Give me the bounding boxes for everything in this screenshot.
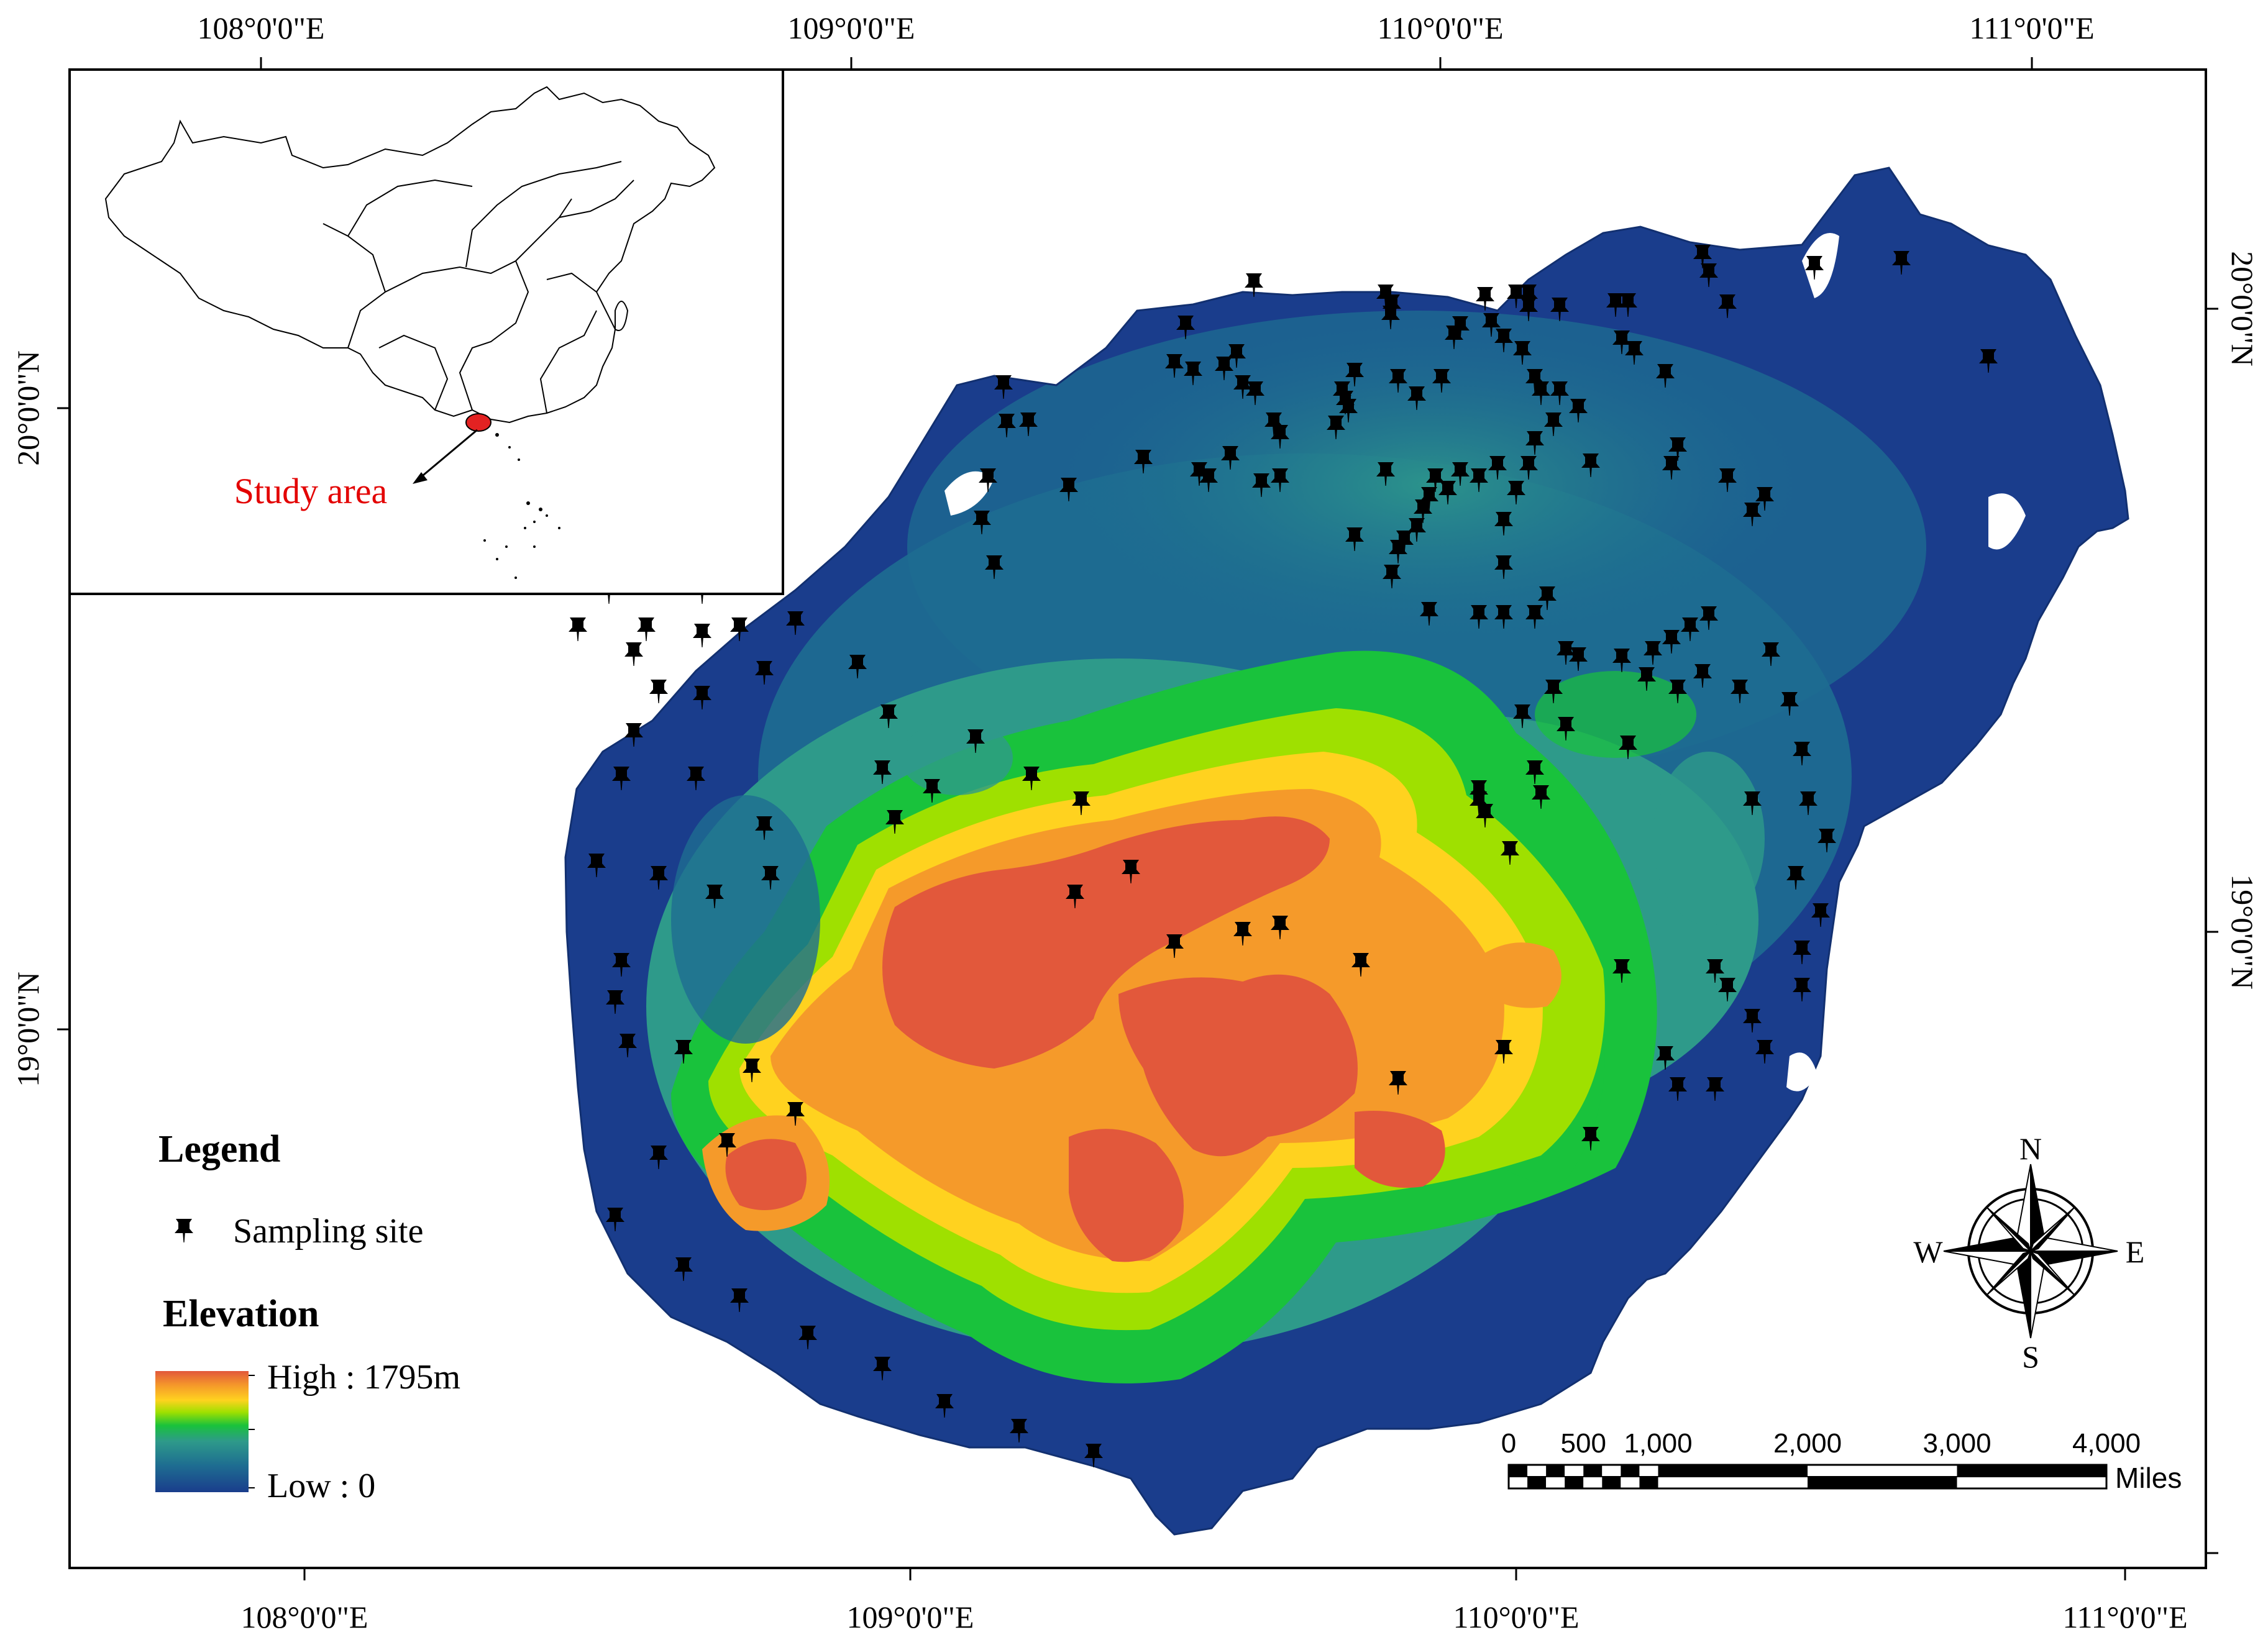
top-label-108: 108°0'0"E [198,11,325,45]
scale-bar-segment [1658,1477,1808,1488]
scale-bar-tick-label: 1,000 [1624,1428,1692,1459]
compass-e: E [2126,1234,2145,1269]
scale-bar: 0 500 1,000 2,000 3,000 4,000 Miles [1501,1428,2182,1494]
scale-bar-segment [1808,1477,1957,1488]
scale-bar-segment [1621,1477,1640,1488]
scale-bar-segment [1957,1477,2106,1488]
left-label-20: 20°0'0"N [11,350,45,466]
legend-pin-icon [175,1219,193,1242]
scale-bar-tick-label: 3,000 [1923,1428,1991,1459]
bottom-label-110: 110°0'0"E [1453,1600,1579,1634]
island-elevation [564,166,2129,1536]
left-label-19: 19°0'0"N [11,972,45,1087]
scale-bar-segment [1509,1477,1528,1488]
top-label-110: 110°0'0"E [1377,11,1503,45]
scale-bar-tick-label: 2,000 [1773,1428,1842,1459]
scale-bar-segment [1602,1477,1621,1488]
study-area-label: Study area [234,471,387,511]
sampling-site-pin [624,642,643,666]
bottom-label-109: 109°0'0"E [847,1600,974,1634]
legend-high-label: High : 1795m [267,1358,460,1397]
scale-bar-segment [1583,1465,1603,1477]
legend-elevation-title: Elevation [163,1293,319,1335]
right-label-20: 20°0'0"N [2225,251,2260,367]
scale-bar-units: Miles [2115,1462,2182,1494]
scale-bar-segment [1639,1465,1658,1477]
scale-bar-segment [1527,1477,1547,1488]
scale-bar-segment [1621,1465,1640,1477]
scale-bar-segment [1808,1465,1957,1477]
scale-bar-segment [1658,1465,1808,1477]
scale-bar-segment [1583,1477,1603,1488]
sampling-site-pin [693,624,711,647]
scale-bar-segment [1639,1477,1658,1488]
legend-low-label: Low : 0 [267,1467,375,1505]
scale-bar-ticks: 0 500 1,000 2,000 3,000 4,000 [1501,1428,2141,1459]
scale-bar-tick-label: 4,000 [2072,1428,2141,1459]
sampling-site-pin [649,680,668,703]
scale-bar-segments [1509,1465,2106,1488]
legend-title: Legend [158,1128,280,1170]
legend: Legend Sampling site Elevation High : 17… [155,1128,460,1505]
scale-bar-segment [1527,1465,1547,1477]
scale-bar-segment [1565,1465,1584,1477]
china-outline [104,86,716,424]
compass-rose-icon: N S E W [1913,1131,2144,1374]
compass-s: S [2022,1339,2039,1374]
top-label-111: 111°0'0"E [1969,11,2094,45]
map-frame [68,68,2207,1569]
legend-sampling-label: Sampling site [233,1212,423,1251]
scale-bar-segment [1602,1465,1621,1477]
scale-bar-tick-label: 0 [1501,1428,1516,1459]
scale-bar-tick-label: 500 [1561,1428,1606,1459]
top-label-109: 109°0'0"E [788,11,915,45]
graticule-ticks [57,57,2218,1580]
bottom-label-108: 108°0'0"E [241,1600,368,1634]
scale-bar-segment [1565,1477,1584,1488]
scale-bar-segment [1546,1465,1565,1477]
sampling-site-pin [569,617,587,641]
inset-map: Study area [68,68,784,595]
elevation-color-ramp [155,1371,249,1492]
scale-bar-segment [1957,1465,2106,1477]
compass-w: W [1913,1234,1943,1269]
right-label-19: 19°0'0"N [2225,874,2260,990]
study-area-marker [465,413,492,432]
compass-n: N [2019,1131,2042,1166]
scale-bar-segment [1546,1477,1565,1488]
sampling-site-pin [637,617,656,641]
scale-bar-segment [1509,1465,1528,1477]
bottom-label-111: 111°0'0"E [2062,1600,2187,1634]
